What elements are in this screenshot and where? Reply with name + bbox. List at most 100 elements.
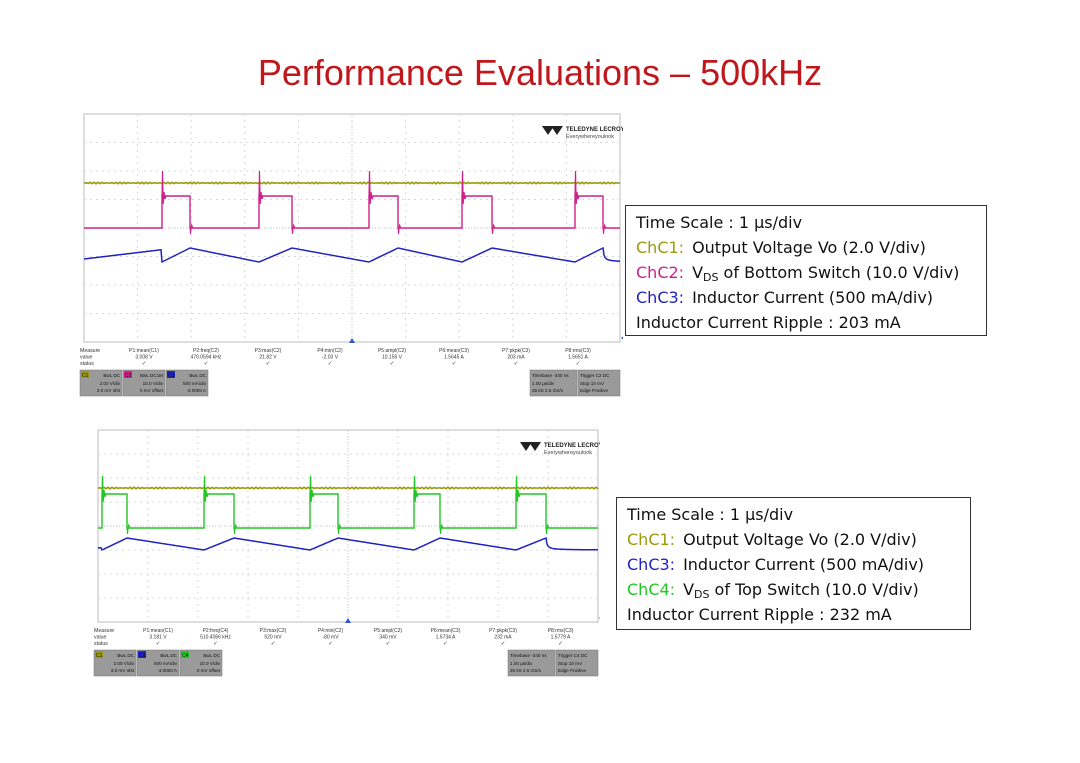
legend-row-c4: ChC4: VDS of Top Switch (10.0 V/div): [627, 577, 960, 602]
oscilloscope-capture-1: TELEDYNE LECROY Everywhereyoulook Measure v…: [78, 112, 623, 407]
channel-id: C3: [139, 653, 146, 659]
trigger-box-line3: Edge Positive: [580, 388, 609, 393]
time-scale-text: Time Scale : 1 µs/div: [636, 213, 803, 232]
channel-offset: 3.0 mV ofst: [111, 668, 135, 673]
measure-param-name: P5:ampl(C2): [378, 348, 406, 354]
ringing-spike: [258, 170, 264, 205]
measure-param-name: P4:min(C2): [317, 348, 343, 354]
measure-row-label: Measure: [80, 348, 100, 354]
trigger-marker-icon: [349, 338, 355, 343]
measure-param-value: -80 mV: [322, 635, 339, 641]
measure-param-value: 1.5779 A: [551, 635, 571, 641]
ringing-spike: [515, 475, 521, 503]
measure-param-value: -2.03 V: [322, 355, 339, 361]
trigger-box: [577, 369, 621, 397]
measure-param-value: 340 mV: [379, 635, 397, 641]
ringing-spike: [368, 170, 374, 205]
channel-id: C4: [182, 653, 189, 659]
ringing-spike: [439, 523, 444, 535]
channel-id: C1: [96, 653, 103, 659]
c2-label: ChC2:: [636, 263, 685, 282]
measure-param-name: P3:max(C2): [260, 628, 287, 634]
brand-tagline: Everywhereyoulook: [544, 450, 592, 456]
measure-row-label: value: [80, 355, 93, 361]
c1-label: ChC1:: [627, 530, 676, 549]
measure-status-check: ✓: [514, 361, 519, 367]
measure-param-name: P3:max(C2): [255, 348, 282, 354]
legend-box-2: Time Scale : 1 µs/div ChC1: Output Voltag…: [616, 497, 971, 630]
measure-param-name: P7:pkpk(C3): [502, 348, 530, 354]
c1-label: ChC1:: [636, 238, 685, 257]
channel-offset: -3.0000 A: [186, 388, 207, 393]
channel-coupling: BwL DC: [160, 653, 177, 658]
measure-status-check: ✓: [213, 641, 218, 647]
measure-param-name: P1:mean(C1): [129, 348, 159, 354]
timebase-box-line3: 25 kS 2.5 GS/s: [510, 668, 542, 673]
c4-sub: DS: [694, 588, 710, 601]
ringing-spike: [203, 475, 209, 503]
channel-scale: 2.00 V/div: [114, 661, 135, 666]
ringing-spike: [189, 223, 194, 235]
measure-param-name: P8:rms(C3): [548, 628, 574, 634]
ringing-spike: [397, 223, 402, 235]
measure-status-check: ✓: [443, 641, 448, 647]
teledyne-logo-icon: [520, 442, 541, 451]
c2-sub: DS: [703, 271, 719, 284]
channel-coupling: BwL DC: [203, 653, 220, 658]
channel-descriptor-box: [165, 369, 209, 397]
ringing-spike: [233, 523, 238, 535]
measure-param-name: P6:mean(C3): [439, 348, 469, 354]
brand-name: TELEDYNE LECROY: [566, 127, 623, 133]
channel-scale: 2.00 V/div: [100, 381, 121, 386]
channel-scale: 500 mA/div: [183, 381, 207, 386]
measure-status-check: ✓: [142, 361, 147, 367]
timebase-box-line1: Timebase -340 ns: [510, 653, 547, 658]
legend-box-1: Time Scale : 1 µs/div ChC1: Output Voltag…: [625, 205, 987, 336]
measure-param-value: 3.008 V: [135, 355, 153, 361]
ringing-spike: [126, 523, 131, 535]
measure-param-value: 1.5645 A: [444, 355, 464, 361]
ringing-spike: [309, 475, 315, 503]
timebase-box-line1: Timebase -340 ns: [532, 373, 569, 378]
legend-row-c1: ChC1: Output Voltage Vo (2.0 V/div): [636, 235, 976, 260]
ringing-spike: [161, 170, 167, 205]
trigger-marker-icon: [345, 618, 351, 623]
measure-param-value: 520 mV: [264, 635, 282, 641]
measure-status-check: ✓: [390, 361, 395, 367]
channel-offset: 0 mV offset: [197, 668, 221, 673]
measure-param-name: P6:mean(C3): [431, 628, 461, 634]
timebase-box-line2: 1.00 µs/div: [532, 381, 555, 386]
measure-status-check: ✓: [328, 641, 333, 647]
measure-param-value: 10.155 V: [382, 355, 403, 361]
measure-status-check: ✓: [266, 361, 271, 367]
channel-coupling: BwL DC: [189, 373, 206, 378]
c2-desc: of Bottom Switch (10.0 V/div): [718, 263, 960, 282]
timebase-box-line3: 25 kS 2.5 GS/s: [532, 388, 564, 393]
time-scale-text: Time Scale : 1 µs/div: [627, 505, 794, 524]
trace-ch3-inductor-current: [83, 246, 620, 264]
c2-v: V: [692, 263, 704, 282]
trace-ch1: [97, 486, 599, 490]
legend-row-c3: ChC3: Inductor Current (500 mA/div): [636, 285, 976, 310]
measure-param-name: P1:mean(C1): [143, 628, 173, 634]
measure-status-check: ✓: [558, 641, 563, 647]
oscilloscope-capture-2: TELEDYNE LECROY Everywhereyoulook Measure v…: [88, 428, 600, 678]
teledyne-logo-icon: [542, 126, 563, 135]
channel-coupling: BwL DC1M: [140, 373, 163, 378]
channel-offset: -3.0000 A: [157, 668, 178, 673]
legend-row-c3: ChC3: Inductor Current (500 mA/div): [627, 552, 960, 577]
channel-id: C3: [168, 373, 175, 379]
measure-param-value: 510.4066 kHz: [200, 635, 231, 641]
measure-status-check: ✓: [386, 641, 391, 647]
measure-param-name: P7:pkpk(C3): [489, 628, 517, 634]
brand-tagline: Everywhereyoulook: [566, 134, 614, 140]
timebase-box-line2: 1.00 µs/div: [510, 661, 533, 666]
ringing-spike: [461, 170, 467, 205]
channel-color-tag: [138, 651, 146, 658]
measure-row-label: value: [94, 635, 107, 641]
measure-param-value: 470.0594 kHz: [191, 355, 222, 361]
ringing-spike: [291, 223, 296, 235]
channel-scale: 500 mA/div: [154, 661, 178, 666]
measure-status-check: ✓: [204, 361, 209, 367]
